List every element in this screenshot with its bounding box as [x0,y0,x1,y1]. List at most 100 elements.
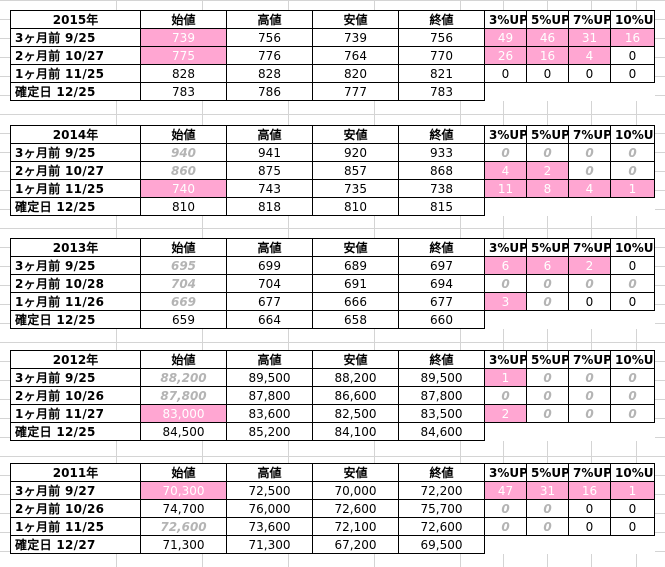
highlighted-cell[interactable]: 8 [526,179,569,198]
data-cell[interactable] [568,197,611,216]
data-cell[interactable] [610,82,655,101]
data-cell[interactable]: 0 [526,292,569,311]
data-cell[interactable]: 84,100 [312,422,399,441]
data-cell[interactable]: 0 [610,64,655,83]
row-label[interactable]: 確定日 12/25 [10,197,141,216]
highlighted-cell[interactable]: 70,300 [140,481,227,500]
row-label[interactable]: 2ヶ月前 10/26 [10,386,141,405]
data-cell[interactable]: 71,300 [140,535,227,554]
data-cell[interactable]: 0 [568,386,611,405]
data-cell[interactable]: 0 [526,517,569,536]
data-cell[interactable]: 0 [610,499,655,518]
data-cell[interactable]: 940 [140,143,227,162]
highlighted-cell[interactable]: 16 [568,481,611,500]
highlighted-cell[interactable]: 46 [526,28,569,47]
data-cell[interactable]: 0 [610,368,655,387]
column-header[interactable]: 3%UP [484,238,527,257]
data-cell[interactable]: 0 [526,143,569,162]
data-cell[interactable]: 72,100 [312,517,399,536]
data-cell[interactable]: 815 [398,197,485,216]
column-header[interactable]: 3%UP [484,125,527,144]
row-label[interactable]: 2ヶ月前 10/27 [10,46,141,65]
data-cell[interactable]: 920 [312,143,399,162]
row-label[interactable]: 3ヶ月前 9/27 [10,481,141,500]
column-header[interactable]: 7%UP [568,10,611,29]
data-cell[interactable]: 0 [610,517,655,536]
year-label[interactable]: 2013年 [10,238,141,257]
row-label[interactable]: 2ヶ月前 10/27 [10,161,141,180]
column-header[interactable]: 終値 [398,238,485,257]
highlighted-cell[interactable]: 6 [526,256,569,275]
column-header[interactable]: 安値 [312,350,399,369]
data-cell[interactable]: 828 [226,64,313,83]
data-cell[interactable]: 691 [312,274,399,293]
column-header[interactable]: 10%UP [610,350,655,369]
column-header[interactable]: 高値 [226,125,313,144]
column-header[interactable]: 始値 [140,238,227,257]
data-cell[interactable] [568,82,611,101]
row-label[interactable]: 3ヶ月前 9/25 [10,368,141,387]
data-cell[interactable]: 658 [312,310,399,329]
data-cell[interactable]: 87,800 [140,386,227,405]
highlighted-cell[interactable]: 2 [568,256,611,275]
data-cell[interactable]: 84,600 [398,422,485,441]
highlighted-cell[interactable]: 739 [140,28,227,47]
column-header[interactable]: 終値 [398,125,485,144]
highlighted-cell[interactable]: 31 [568,28,611,47]
highlighted-cell[interactable]: 31 [526,481,569,500]
data-cell[interactable]: 0 [610,256,655,275]
data-cell[interactable]: 666 [312,292,399,311]
column-header[interactable]: 3%UP [484,350,527,369]
column-header[interactable]: 5%UP [526,10,569,29]
column-header[interactable]: 10%UP [610,238,655,257]
data-cell[interactable]: 72,600 [140,517,227,536]
data-cell[interactable]: 0 [526,274,569,293]
data-cell[interactable]: 84,500 [140,422,227,441]
highlighted-cell[interactable]: 4 [568,179,611,198]
column-header[interactable]: 始値 [140,463,227,482]
data-cell[interactable]: 0 [526,368,569,387]
row-label[interactable]: 1ヶ月前 11/25 [10,179,141,198]
row-label[interactable]: 確定日 12/27 [10,535,141,554]
data-cell[interactable] [484,310,527,329]
data-cell[interactable]: 89,500 [226,368,313,387]
data-cell[interactable] [568,310,611,329]
data-cell[interactable]: 0 [610,274,655,293]
data-cell[interactable]: 743 [226,179,313,198]
data-cell[interactable]: 677 [398,292,485,311]
data-cell[interactable] [526,197,569,216]
data-cell[interactable]: 783 [140,82,227,101]
data-cell[interactable]: 739 [312,28,399,47]
data-cell[interactable]: 0 [568,499,611,518]
data-cell[interactable]: 660 [398,310,485,329]
column-header[interactable]: 高値 [226,350,313,369]
column-header[interactable]: 安値 [312,463,399,482]
data-cell[interactable]: 0 [610,292,655,311]
data-cell[interactable]: 72,500 [226,481,313,500]
column-header[interactable]: 7%UP [568,350,611,369]
data-cell[interactable]: 87,800 [398,386,485,405]
data-cell[interactable]: 0 [568,404,611,423]
data-cell[interactable]: 0 [526,404,569,423]
data-cell[interactable]: 0 [568,143,611,162]
highlighted-cell[interactable]: 1 [484,368,527,387]
data-cell[interactable]: 810 [140,197,227,216]
row-label[interactable]: 1ヶ月前 11/25 [10,64,141,83]
data-cell[interactable]: 0 [568,517,611,536]
highlighted-cell[interactable]: 26 [484,46,527,65]
data-cell[interactable] [526,535,569,554]
data-cell[interactable]: 818 [226,197,313,216]
data-cell[interactable] [526,422,569,441]
column-header[interactable]: 7%UP [568,238,611,257]
data-cell[interactable]: 820 [312,64,399,83]
column-header[interactable]: 終値 [398,350,485,369]
data-cell[interactable]: 83,500 [398,404,485,423]
highlighted-cell[interactable]: 3 [484,292,527,311]
row-label[interactable]: 1ヶ月前 11/25 [10,517,141,536]
data-cell[interactable]: 810 [312,197,399,216]
highlighted-cell[interactable]: 83,000 [140,404,227,423]
row-label[interactable]: 3ヶ月前 9/25 [10,143,141,162]
column-header[interactable]: 高値 [226,463,313,482]
data-cell[interactable]: 0 [568,292,611,311]
column-header[interactable]: 5%UP [526,350,569,369]
